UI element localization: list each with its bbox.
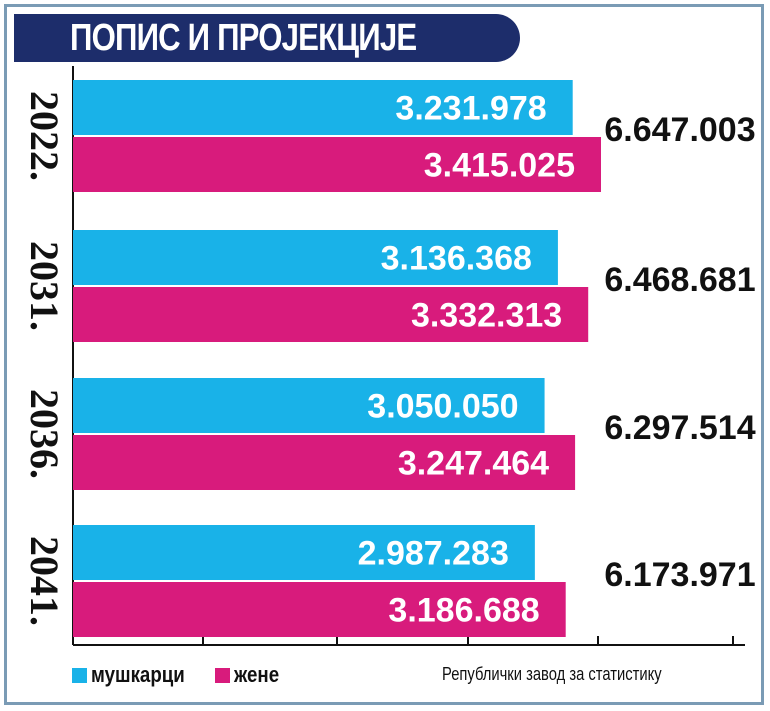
bar-men-2036 — [73, 378, 545, 433]
legend-label-women: жене — [234, 662, 280, 687]
legend-item-men: мушкарци — [72, 662, 201, 688]
legend: мушкарци жене — [72, 662, 301, 688]
bar-women-2031 — [73, 287, 589, 342]
year-label-2022: 2022. — [22, 91, 67, 181]
bar-women-2041 — [73, 582, 566, 637]
bar-label-men-2041: 2.987.283 — [358, 535, 509, 573]
year-label-2041: 2041. — [22, 536, 67, 626]
title-banner: ПОПИС И ПРОЈЕКЦИЈЕ — [14, 14, 521, 62]
bar-women-2022 — [73, 137, 601, 192]
source-note: Републички завод за статистику — [442, 664, 662, 684]
bar-men-2022 — [73, 80, 573, 135]
bar-label-women-2022: 3.415.025 — [424, 147, 575, 185]
legend-swatch-women — [215, 667, 231, 683]
bar-label-men-2031: 3.136.368 — [381, 240, 532, 278]
bar-label-men-2036: 3.050.050 — [367, 388, 518, 426]
total-label-2022: 6.647.003 — [604, 111, 755, 149]
legend-item-women: жене — [215, 662, 287, 688]
bar-label-women-2036: 3.247.464 — [398, 445, 549, 483]
legend-swatch-men — [72, 667, 87, 683]
total-label-2041: 6.173.971 — [604, 556, 755, 594]
year-label-2031: 2031. — [22, 241, 67, 331]
chart-title: ПОПИС И ПРОЈЕКЦИЈЕ — [70, 16, 417, 59]
total-label-2031: 6.468.681 — [604, 261, 755, 299]
bar-label-women-2031: 3.332.313 — [411, 297, 562, 335]
bar-women-2036 — [73, 435, 576, 490]
legend-label-men: мушкарци — [91, 662, 185, 687]
bar-label-men-2022: 3.231.978 — [395, 90, 546, 128]
bar-men-2031 — [73, 230, 558, 285]
bar-men-2041 — [73, 525, 535, 580]
total-label-2036: 6.297.514 — [604, 409, 755, 447]
year-label-2036: 2036. — [22, 389, 67, 479]
bar-label-women-2041: 3.186.688 — [388, 592, 539, 630]
